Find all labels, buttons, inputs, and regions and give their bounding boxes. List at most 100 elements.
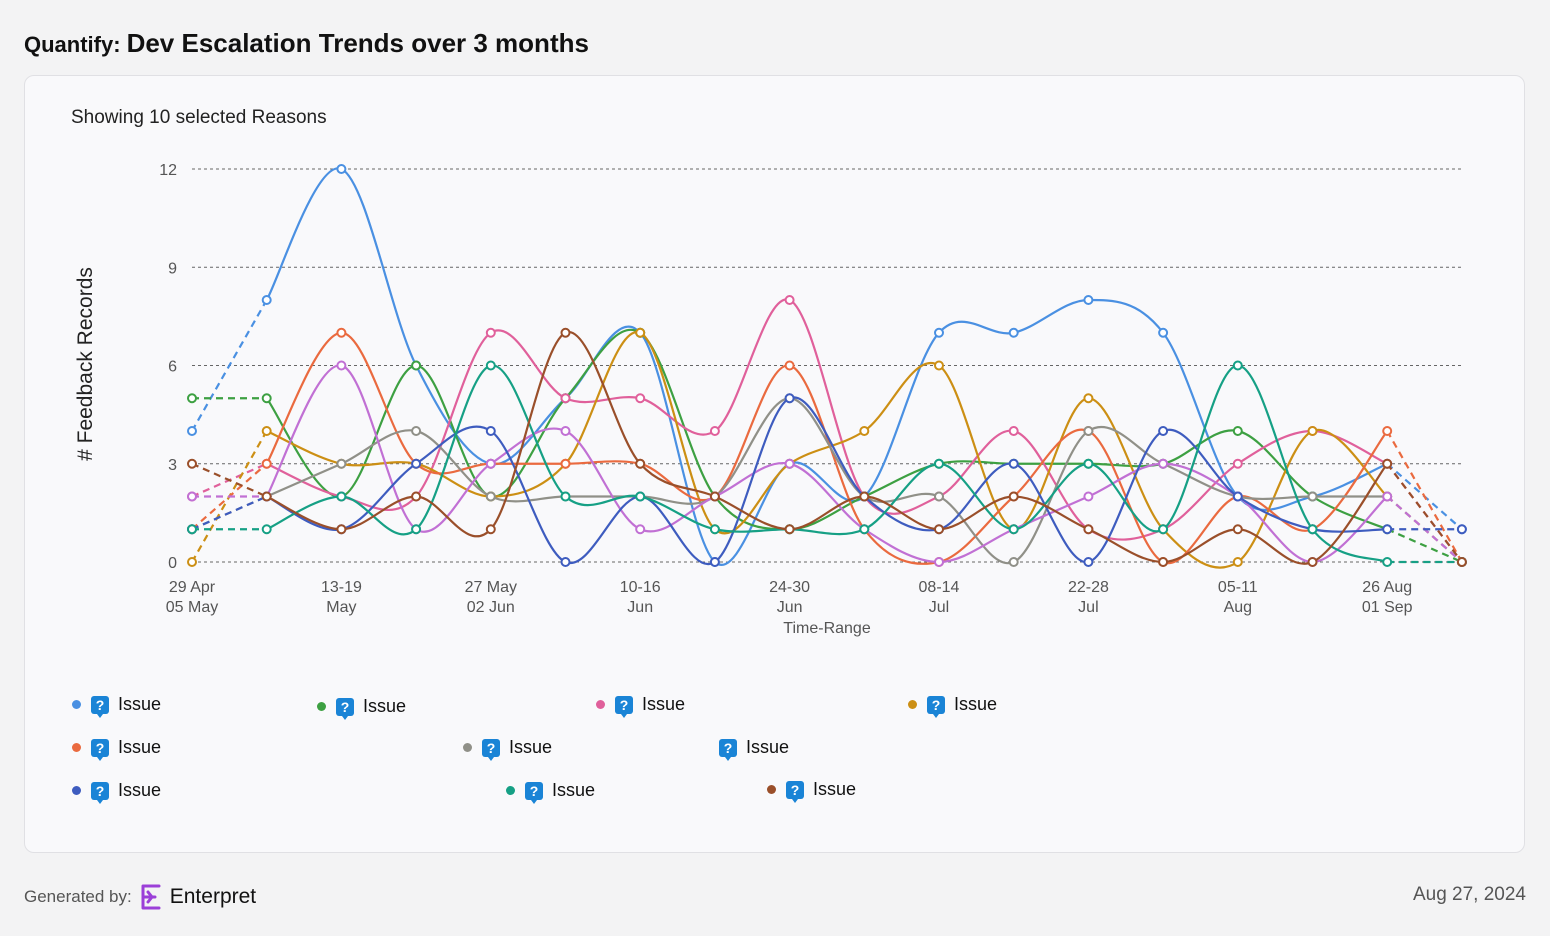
legend-item[interactable]: ? Issue	[596, 694, 685, 718]
data-point	[187, 458, 197, 469]
legend-item[interactable]: ? Issue	[700, 737, 790, 761]
series-line-partial-start	[191, 462, 268, 498]
question-badge-icon: ?	[91, 695, 109, 718]
data-point	[1307, 491, 1318, 502]
data-point	[411, 524, 422, 535]
x-tick-label: 27 May	[465, 579, 517, 596]
legend-item[interactable]: ? Issue	[767, 779, 857, 803]
data-point	[336, 458, 347, 469]
data-point	[1456, 524, 1467, 535]
series-8	[187, 393, 1467, 567]
x-tick-label: 05 May	[166, 599, 218, 616]
legend-item[interactable]: ? Issue	[463, 737, 553, 761]
data-point	[1083, 295, 1094, 305]
data-point	[1232, 426, 1243, 436]
question-badge-icon: ?	[719, 738, 737, 761]
data-point	[934, 557, 944, 567]
legend-label: Issue	[509, 737, 553, 757]
data-point	[187, 557, 197, 567]
legend-color-dot	[317, 702, 326, 711]
data-point	[934, 360, 944, 371]
legend-label: Issue	[813, 779, 857, 799]
data-point	[1083, 458, 1094, 469]
series-6	[187, 393, 1467, 567]
data-point	[1008, 426, 1019, 436]
chart-subtitle: Showing 10 selected Reasons	[71, 107, 327, 128]
data-point	[635, 524, 646, 535]
data-point	[709, 557, 720, 567]
data-point	[1008, 327, 1019, 338]
legend-item[interactable]: ? Issue	[72, 780, 161, 804]
x-tick-label: Jun	[777, 599, 803, 616]
data-point	[1307, 524, 1318, 535]
legend-item[interactable]: ? Issue	[506, 780, 595, 804]
x-tick-label: Jul	[929, 599, 949, 616]
data-point	[261, 295, 272, 305]
legend-item[interactable]: ? Issue	[72, 694, 161, 718]
legend-color-dot	[767, 785, 776, 794]
data-point	[560, 327, 571, 338]
data-point	[485, 524, 496, 535]
data-point	[560, 557, 571, 567]
data-point	[187, 393, 197, 404]
data-point	[1307, 557, 1318, 567]
data-point	[560, 458, 571, 469]
series-10	[187, 327, 1467, 567]
data-point	[1232, 458, 1243, 469]
data-point	[1382, 491, 1393, 502]
legend-item[interactable]: ? Issue	[72, 737, 161, 761]
x-tick-label: 13-19	[321, 579, 362, 596]
data-point	[1232, 491, 1243, 502]
data-point	[859, 491, 870, 502]
x-tick-label: 10-16	[620, 579, 661, 596]
data-point	[934, 458, 944, 469]
question-badge-icon: ?	[482, 738, 500, 761]
data-point	[261, 491, 272, 502]
data-point	[1158, 327, 1169, 338]
brand-logo[interactable]: Enterpret	[140, 884, 256, 910]
data-point	[1008, 557, 1019, 567]
line-chart: 0 3 6 9 12 # Feedback Records 29 Apr 05 May 13-1…	[74, 162, 1467, 637]
data-point	[1158, 426, 1169, 436]
data-point	[1083, 393, 1094, 404]
data-point	[784, 458, 795, 469]
data-point	[1158, 458, 1169, 469]
data-point	[784, 360, 795, 371]
data-point	[709, 426, 720, 436]
legend-item[interactable]: ? Issue	[317, 696, 406, 720]
x-tick-label: 08-14	[919, 579, 960, 596]
data-point	[1158, 524, 1169, 535]
legend-label: Issue	[746, 737, 790, 757]
data-point	[1382, 426, 1393, 436]
series-line-partial-end	[1386, 463, 1463, 563]
data-point	[1382, 524, 1393, 535]
data-point	[1008, 491, 1019, 502]
data-point	[560, 491, 571, 502]
series-line	[266, 331, 1389, 565]
legend-item[interactable]: ? Issue	[908, 694, 997, 718]
data-point	[1232, 557, 1243, 567]
enterpret-logo-icon	[141, 884, 161, 910]
y-tick-label: 12	[159, 162, 177, 179]
question-badge-icon: ?	[615, 695, 633, 718]
brand-name: Enterpret	[169, 885, 257, 908]
data-point	[1083, 426, 1094, 436]
data-point	[635, 458, 646, 469]
data-point	[485, 327, 496, 338]
y-tick-label: 0	[168, 555, 177, 572]
data-point	[709, 491, 720, 502]
x-tick-label: Aug	[1224, 599, 1252, 616]
generated-by: Generated by: Enterpret	[24, 884, 256, 910]
legend-color-dot	[596, 700, 605, 709]
legend-color-dot	[463, 743, 472, 752]
data-point	[635, 491, 646, 502]
legend-color-dot	[72, 743, 81, 752]
chart-legend: ? Issue? Issue? Issue? Issue? Issue? Issue? Iss…	[25, 76, 1524, 852]
data-point	[1382, 458, 1393, 469]
data-point	[411, 360, 422, 371]
question-badge-icon: ?	[91, 738, 109, 761]
data-point	[1083, 491, 1094, 502]
x-tick-label: 02 Jun	[467, 599, 515, 616]
question-badge-icon: ?	[786, 780, 804, 803]
question-badge-icon: ?	[927, 695, 945, 718]
